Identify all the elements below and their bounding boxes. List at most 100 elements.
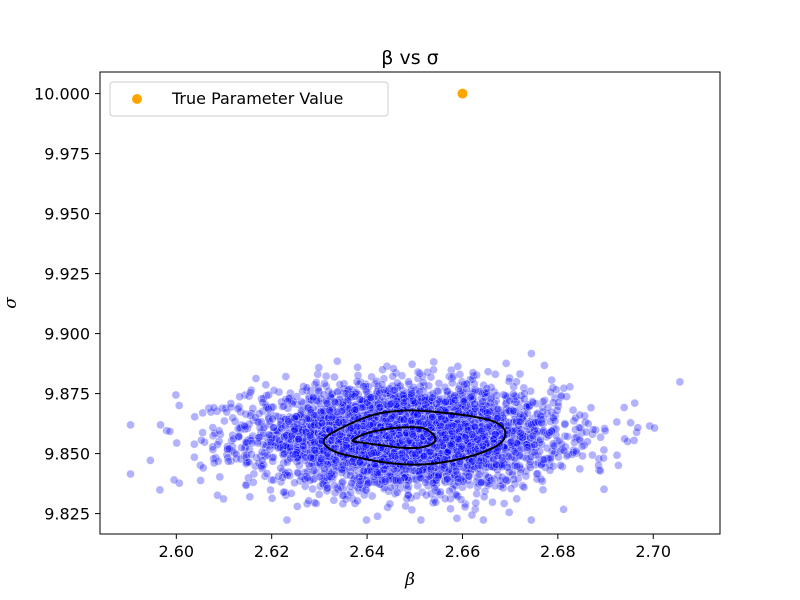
sample-point: [252, 453, 261, 462]
sample-point: [516, 428, 526, 438]
sample-point: [506, 438, 515, 447]
sample-point: [162, 426, 171, 435]
sample-point: [443, 474, 452, 484]
sample-point: [397, 371, 407, 380]
legend-label: True Parameter Value: [171, 89, 343, 108]
sample-point: [515, 369, 525, 379]
sample-point: [310, 438, 319, 447]
sample-point: [388, 372, 398, 381]
sample-point: [369, 472, 379, 482]
sample-point: [287, 489, 296, 498]
x-tick-label: 2.68: [540, 542, 576, 561]
sample-point: [362, 467, 372, 476]
sample-point: [286, 388, 295, 398]
sample-point: [371, 462, 381, 471]
sample-point: [545, 466, 555, 475]
sample-point: [338, 499, 348, 509]
sample-point: [165, 427, 175, 436]
sample-point: [474, 470, 484, 479]
y-tick-label: 9.825: [44, 505, 90, 524]
sample-point: [416, 515, 426, 525]
sample-point: [467, 510, 477, 520]
sample-point: [440, 494, 450, 503]
sample-point: [512, 377, 521, 386]
sample-point: [309, 392, 318, 402]
sample-point: [421, 478, 430, 487]
sample-point: [626, 418, 635, 428]
y-tick-label: 9.875: [44, 385, 90, 404]
sample-point: [353, 422, 362, 431]
sample-point: [155, 485, 165, 495]
x-tick-label: 2.60: [158, 542, 194, 561]
x-tick-label: 2.62: [254, 542, 290, 561]
sample-point: [321, 381, 331, 391]
sample-point: [321, 371, 331, 381]
sample-point: [208, 445, 218, 454]
sample-point: [257, 462, 267, 471]
sample-point: [465, 480, 475, 490]
sample-point: [245, 492, 255, 502]
sample-point: [332, 407, 342, 417]
sample-point: [224, 444, 234, 454]
sample-point: [451, 466, 461, 476]
sample-point: [274, 472, 283, 481]
sample-point: [612, 417, 622, 427]
sample-point: [536, 435, 545, 445]
sample-point: [249, 478, 258, 487]
sample-point: [473, 435, 482, 444]
sample-point: [190, 439, 199, 449]
sample-point: [482, 384, 492, 393]
sample-point: [582, 427, 591, 437]
x-axis-ticks: 2.60 2.62 2.64 2.66 2.68 2.70: [158, 534, 671, 561]
sample-point: [528, 431, 538, 441]
sample-point: [446, 504, 455, 514]
sample-point: [257, 456, 267, 465]
sample-point: [198, 408, 207, 418]
sample-point: [539, 455, 549, 465]
sample-point: [560, 431, 570, 441]
sample-point: [506, 484, 516, 493]
sample-point: [169, 475, 179, 485]
sample-point: [146, 456, 155, 465]
sample-point: [323, 483, 332, 493]
sample-point: [347, 478, 356, 488]
sample-point: [479, 492, 489, 502]
sample-point: [314, 363, 324, 372]
sample-point: [516, 410, 525, 419]
sample-point: [335, 430, 345, 440]
sample-point: [198, 463, 208, 473]
sample-point: [586, 403, 596, 412]
sample-point: [447, 427, 457, 436]
sample-point: [329, 495, 339, 505]
sample-point: [190, 452, 199, 462]
sample-point: [441, 398, 450, 407]
sample-point: [675, 377, 685, 387]
sample-point: [385, 400, 395, 409]
sample-point: [369, 448, 379, 457]
sample-point: [443, 387, 452, 396]
sample-point: [309, 466, 319, 475]
sample-point: [294, 434, 304, 444]
sample-point: [505, 373, 514, 383]
sample-point: [629, 436, 639, 445]
sample-point: [504, 467, 514, 477]
legend: True Parameter Value: [109, 81, 389, 117]
sample-point: [292, 419, 302, 429]
sample-point: [377, 475, 387, 485]
sample-point: [445, 486, 454, 496]
sample-point: [413, 410, 423, 420]
y-tick-label: 9.925: [44, 265, 90, 284]
sample-point: [399, 390, 408, 400]
sample-point: [261, 380, 271, 390]
sample-point: [545, 428, 554, 437]
sample-point: [563, 432, 572, 441]
sample-point: [334, 418, 343, 427]
sample-point: [568, 405, 578, 415]
sample-point: [347, 457, 357, 467]
sample-point: [575, 464, 585, 474]
sample-point: [226, 456, 236, 466]
sample-point: [269, 423, 278, 432]
sample-point: [397, 436, 407, 446]
sample-point: [266, 485, 275, 495]
